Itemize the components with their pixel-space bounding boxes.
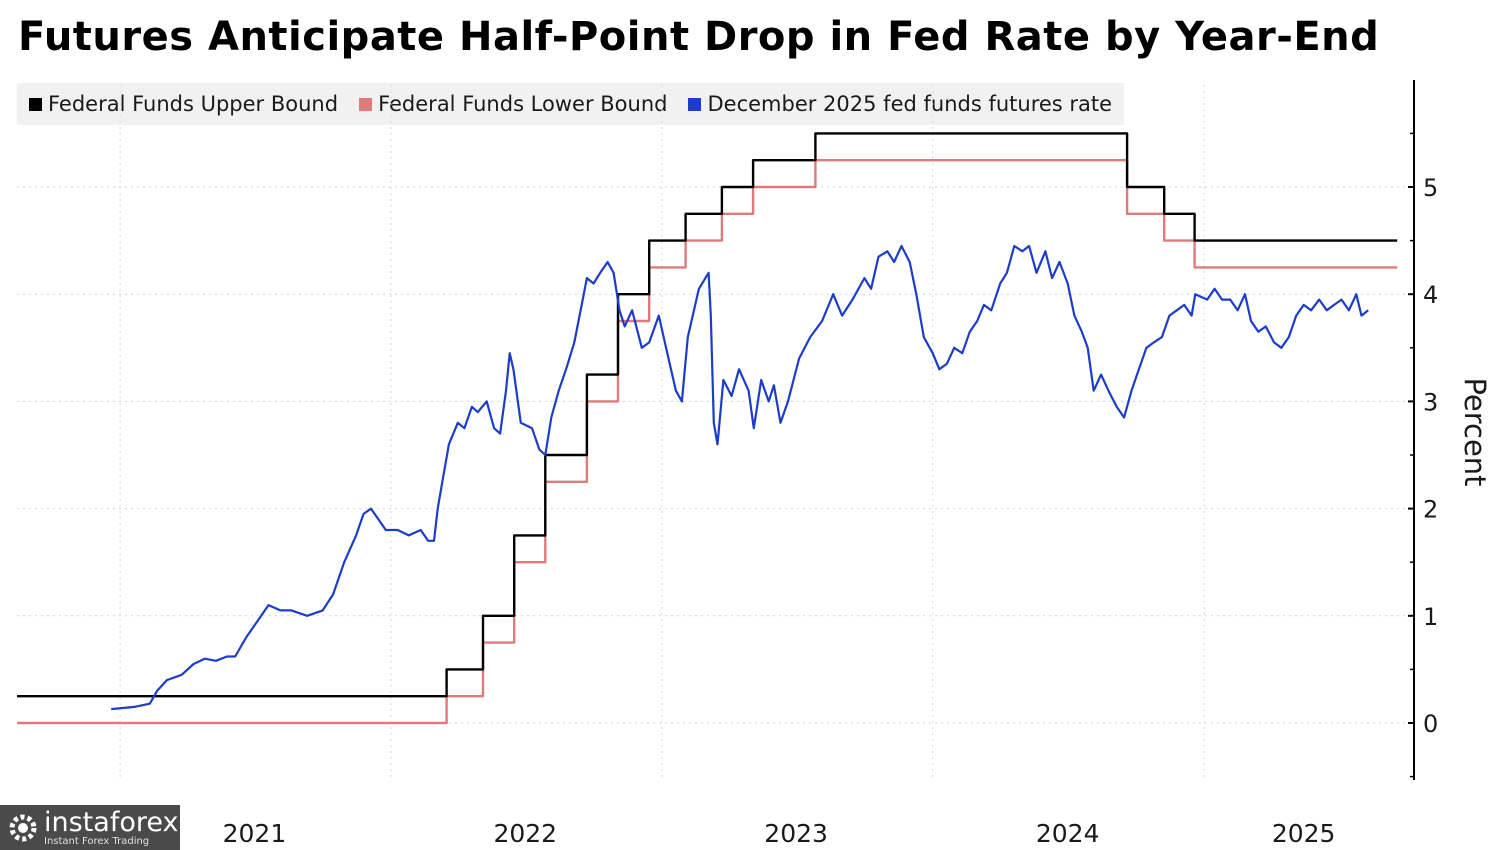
legend-swatch-lower-bound: [359, 97, 373, 111]
y-tick-label: 1: [1423, 603, 1438, 631]
x-tick-label: 2022: [493, 819, 557, 848]
chart-legend: Federal Funds Upper Bound Federal Funds …: [17, 83, 1125, 125]
y-tick-label: 2: [1423, 496, 1438, 524]
watermark-brand: instaforex: [44, 806, 179, 838]
legend-swatch-upper-bound: [29, 97, 42, 111]
series-line-lower-bound: [17, 159, 1398, 725]
x-tick-label: 2023: [764, 819, 828, 848]
series-layer: [17, 132, 1398, 725]
chart-title: Futures Anticipate Half-Point Drop in Fe…: [18, 14, 1380, 60]
y-axis-label: Percent: [1458, 377, 1492, 486]
legend-label-lower-bound: Federal Funds Lower Bound: [378, 92, 668, 116]
series-line-upper-bound: [17, 132, 1398, 698]
watermark-tagline: Instant Forex Trading: [44, 835, 150, 847]
x-tick-label: 2024: [1036, 819, 1100, 848]
legend-item-upper-bound: Federal Funds Upper Bound: [29, 92, 338, 116]
x-tick-label: 2025: [1272, 819, 1336, 848]
legend-item-futures-rate: December 2025 fed funds futures rate: [688, 92, 1112, 116]
y-tick-label: 4: [1423, 281, 1438, 309]
y-tick-label: 0: [1423, 710, 1438, 738]
legend-label-upper-bound: Federal Funds Upper Bound: [48, 92, 339, 116]
y-tick-label: 5: [1423, 174, 1438, 202]
x-tick-label: 2021: [223, 819, 287, 848]
legend-label-futures-rate: December 2025 fed funds futures rate: [707, 92, 1113, 116]
y-tick-label: 3: [1423, 388, 1438, 416]
gear-logo-icon: [9, 814, 37, 841]
series-line-futures-rate: [111, 244, 1369, 711]
legend-item-lower-bound: Federal Funds Lower Bound: [359, 92, 667, 116]
y-axis: 0 1 2 3 4 5: [1408, 80, 1438, 780]
watermark-logo: instaforex Instant Forex Trading: [0, 805, 180, 850]
legend-swatch-futures-rate: [688, 97, 702, 111]
x-axis-labels: 2021 2022 2023 2024 2025: [223, 819, 1336, 848]
grid-layer: [17, 85, 1412, 780]
